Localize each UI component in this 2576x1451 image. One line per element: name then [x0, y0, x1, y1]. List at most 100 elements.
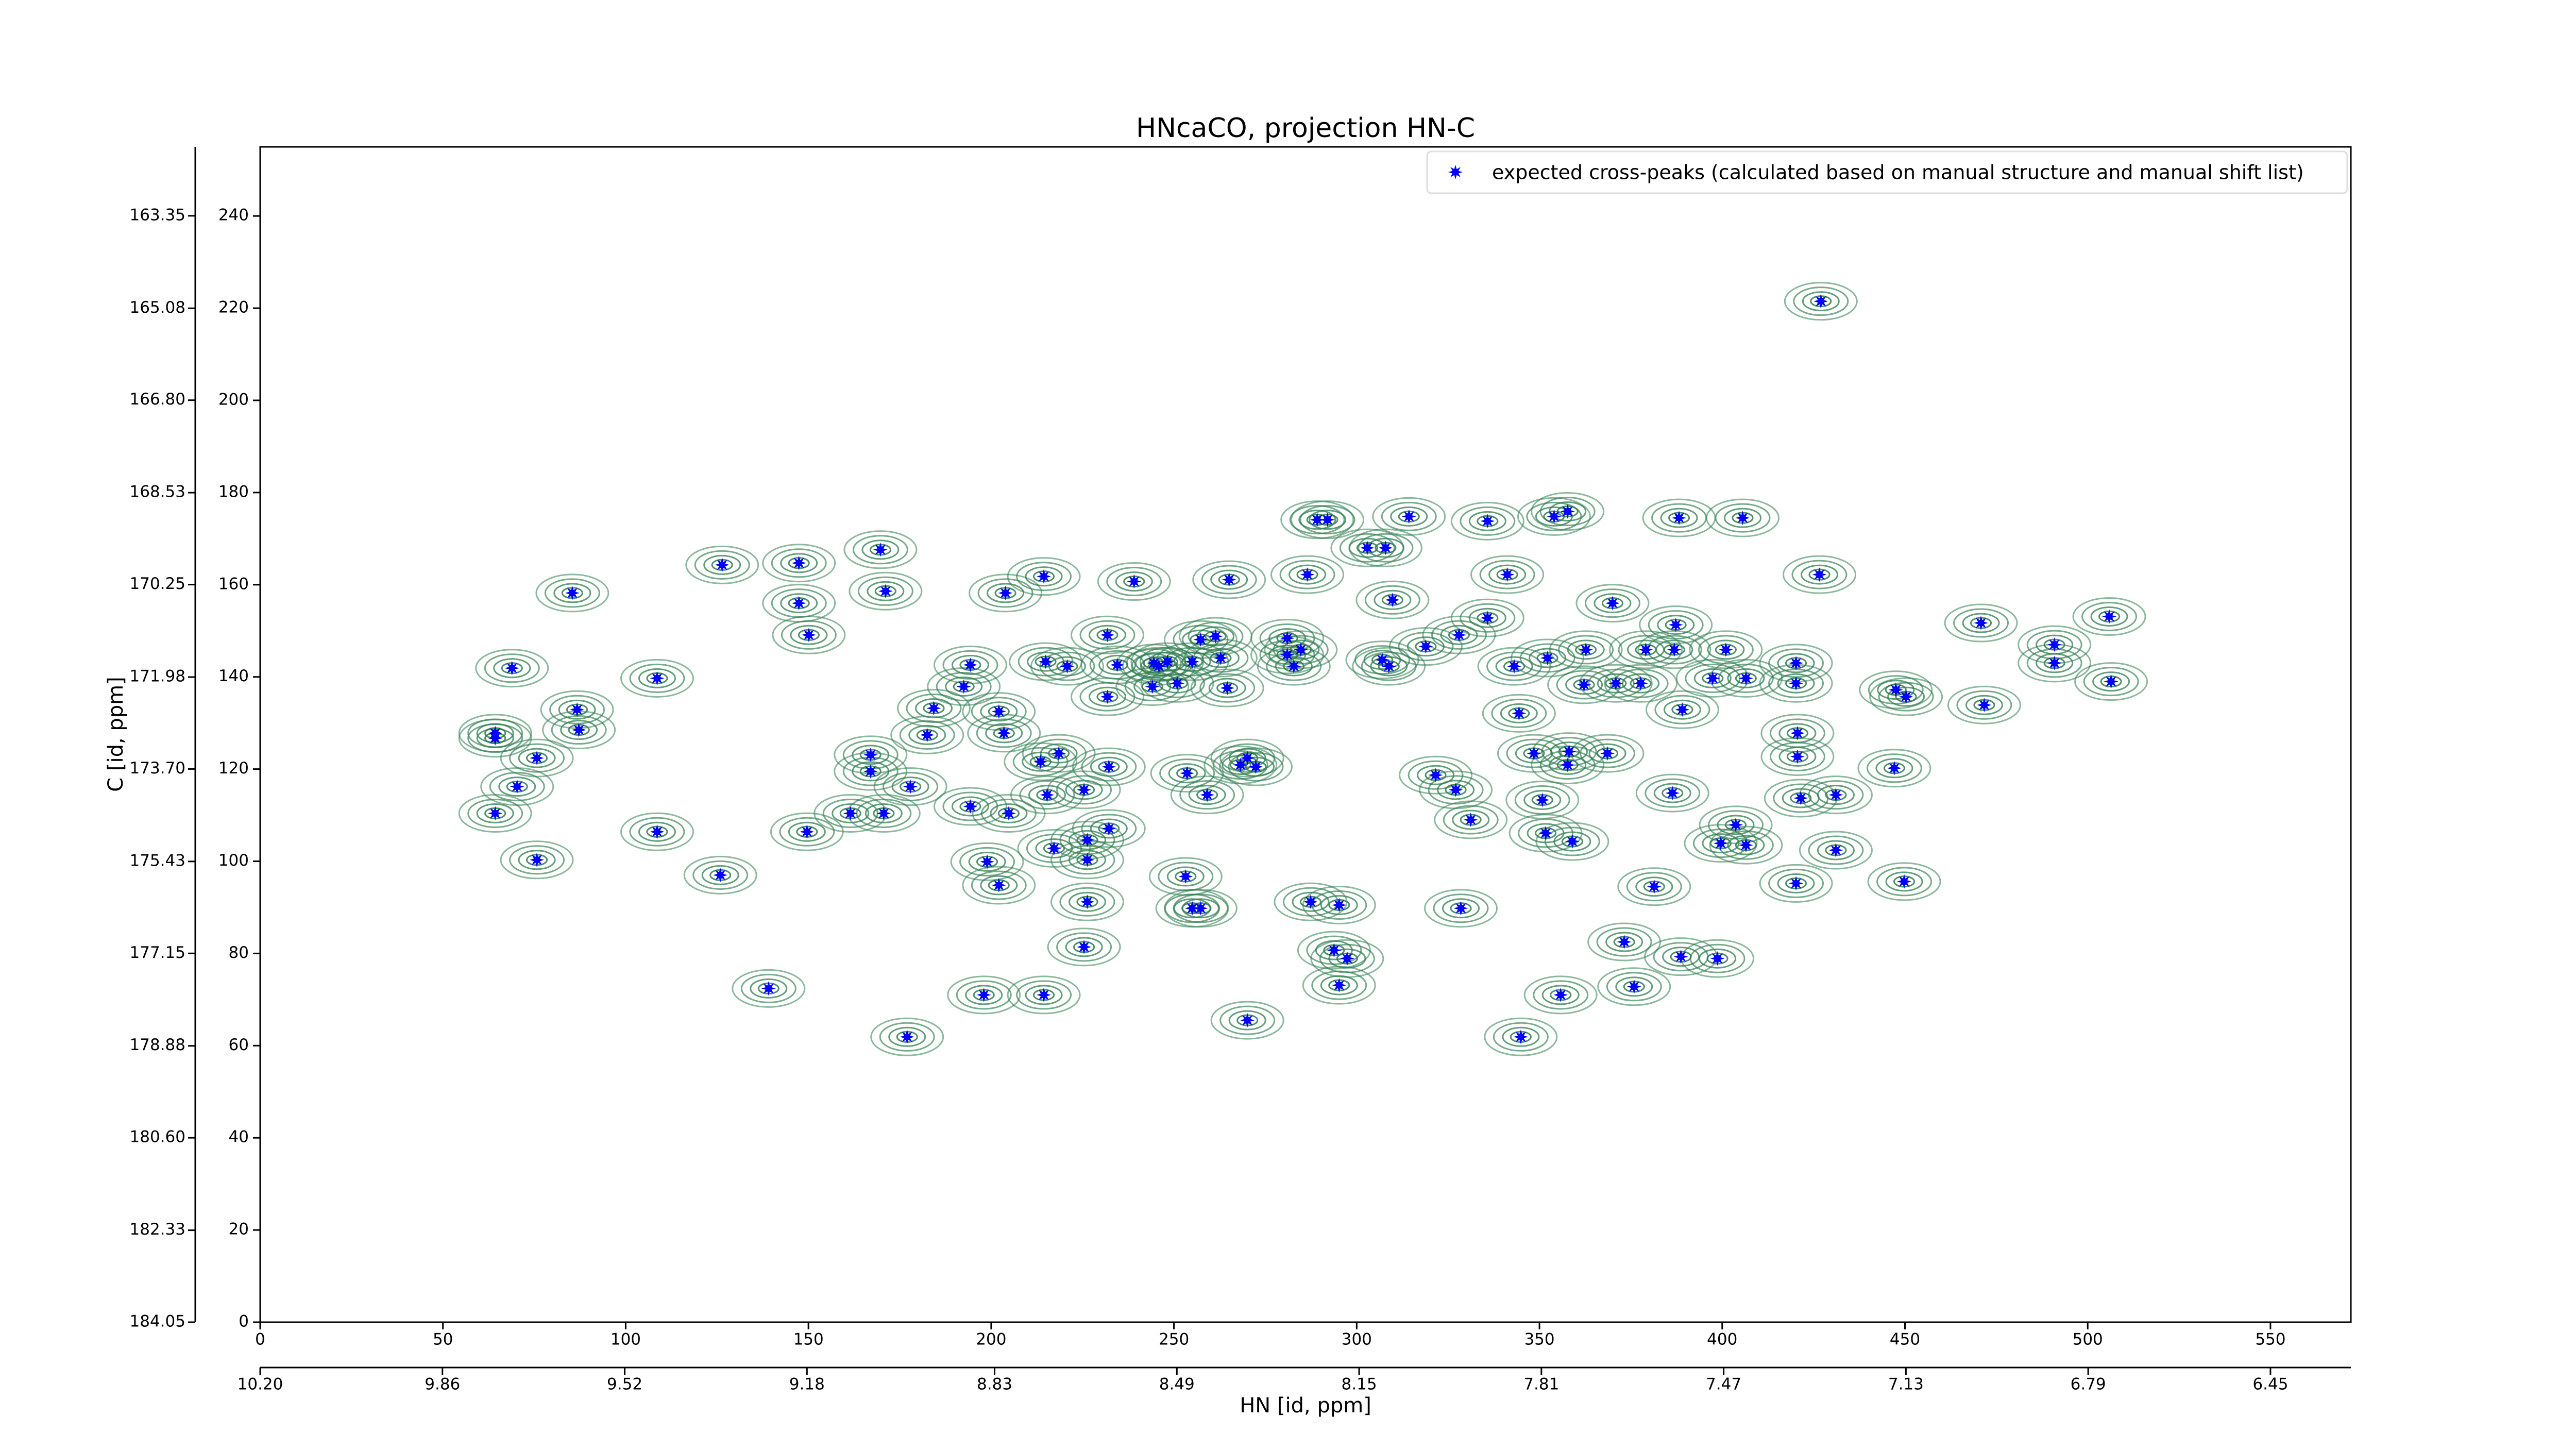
peak-contour [1808, 835, 1864, 865]
peak-contour [772, 615, 846, 654]
cross-peak [1673, 949, 1688, 964]
peak-contour [1352, 647, 1426, 686]
peak-contour [945, 676, 983, 697]
peak-contour [914, 698, 953, 719]
peak-contour [1468, 511, 1506, 531]
peak-contour [1289, 564, 1327, 585]
cross-peak [1897, 874, 1912, 889]
cross-peak [991, 704, 1006, 719]
peak-contour [2090, 606, 2128, 627]
x-tick-label: 350 [1524, 1330, 1554, 1349]
peak-contour [1617, 867, 1691, 906]
peak-contour [870, 1017, 944, 1056]
peak-contour [1639, 605, 1713, 645]
cross-peak [1040, 787, 1055, 802]
x2-tick-label: 8.83 [977, 1375, 1012, 1394]
cross-peak [1200, 787, 1215, 802]
cross-peak [1705, 671, 1720, 686]
peak-contour [1048, 656, 1086, 677]
cross-peak [1480, 611, 1495, 626]
peak-contour [951, 796, 989, 817]
cross-peak [1080, 852, 1095, 867]
peak-contour [968, 851, 1006, 872]
cross-peak [2047, 637, 2062, 652]
cross-peak [1046, 841, 1061, 856]
cross-peak [1828, 843, 1843, 857]
peak-contour [1159, 758, 1215, 788]
peak-contour [1079, 620, 1136, 650]
cross-peak [1974, 616, 1988, 630]
peak-contour [1437, 780, 1475, 800]
peak-contour [1163, 620, 1238, 659]
peak-contour [638, 821, 676, 842]
cross-peak [1626, 979, 1641, 994]
peak-contour [956, 980, 1012, 1010]
peak-contour [1777, 673, 1815, 694]
cross-peak [1579, 642, 1594, 657]
peak-contour [683, 855, 757, 895]
peak-contour [967, 714, 1041, 753]
peak-contour [1450, 501, 1524, 541]
peak-contour [1876, 867, 1933, 897]
peak-contour [1328, 948, 1366, 969]
cross-peak [1667, 642, 1682, 657]
x2-tick-label: 8.49 [1159, 1375, 1195, 1394]
peak-contour [629, 817, 685, 847]
peak-contour [779, 817, 835, 847]
peak-contour [1579, 738, 1635, 768]
peak-contour [1188, 621, 1244, 651]
cross-peak [1562, 744, 1577, 759]
peak-contour [1808, 780, 1864, 810]
peak-contour [933, 645, 1007, 684]
peak-contour [1635, 773, 1709, 813]
x2-tick-label: 10.20 [238, 1375, 283, 1394]
cross-peak [1193, 632, 1208, 647]
y2-tick-label: 163.35 [130, 206, 185, 224]
peak-contour [1759, 864, 1833, 903]
cross-peak [1463, 813, 1478, 827]
peak-contour [1309, 510, 1347, 530]
peak-contour [1869, 677, 1943, 716]
peak-contour [1289, 505, 1345, 535]
cross-peak [1077, 939, 1092, 954]
cross-peak [1638, 642, 1653, 657]
plot-area [260, 147, 2351, 1322]
cross-peak [1718, 642, 1733, 657]
peak-contour [692, 860, 749, 890]
peak-contour [1637, 630, 1711, 669]
peak-contour [1183, 638, 1258, 678]
peak-contour [1693, 668, 1732, 688]
peak-contour [493, 658, 531, 679]
peak-contour [1219, 747, 1293, 786]
peak-contour [1531, 492, 1605, 531]
cross-peak [1735, 511, 1750, 526]
peak-contour [1553, 831, 1591, 852]
peak-contour [780, 553, 818, 573]
peak-contour [1544, 826, 1600, 856]
cross-peak [570, 702, 585, 717]
peak-contour [1068, 850, 1106, 870]
cross-peak [1814, 294, 1828, 309]
peak-contour [1663, 699, 1701, 720]
peak-contour [1210, 569, 1248, 590]
peak-contour [1777, 873, 1815, 893]
peak-contour [771, 548, 827, 578]
peak-contour [1482, 694, 1556, 733]
peak-contour [1056, 932, 1112, 962]
peak-contour [1604, 664, 1678, 703]
peak-contour [1431, 620, 1487, 650]
peak-contour [1201, 565, 1257, 595]
peak-contour [1399, 755, 1473, 795]
peak-contour [1040, 743, 1078, 764]
peak-contour [969, 573, 1043, 613]
peak-contour [629, 663, 685, 693]
peak-contour [1596, 927, 1652, 957]
cross-peak [1378, 541, 1393, 555]
peak-contour [1310, 939, 1384, 978]
peak-contour [544, 578, 600, 608]
peak-contour [1201, 648, 1240, 668]
peak-contour [873, 767, 947, 806]
cross-peak [963, 657, 978, 672]
y2-tick-label: 166.80 [130, 390, 185, 409]
